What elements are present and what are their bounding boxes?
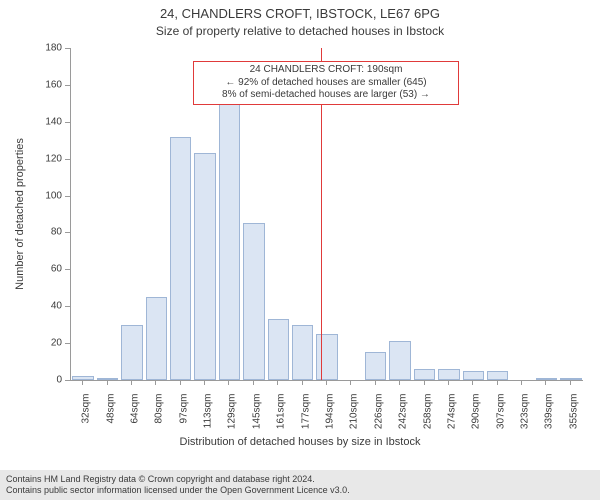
x-tick-label: 274sqm (446, 394, 457, 442)
y-tick-label: 120 (36, 153, 62, 164)
footer-line: Contains public sector information licen… (6, 485, 594, 496)
x-tick (228, 380, 229, 385)
x-tick-label: 64sqm (129, 394, 140, 442)
x-tick (350, 380, 351, 385)
histogram-bar (389, 341, 410, 380)
x-tick (131, 380, 132, 385)
x-tick (302, 380, 303, 385)
x-tick-label: 242sqm (398, 394, 409, 442)
x-tick (521, 380, 522, 385)
x-tick (448, 380, 449, 385)
x-tick (107, 380, 108, 385)
y-tick (65, 380, 70, 381)
histogram-bar (268, 319, 289, 380)
x-tick (155, 380, 156, 385)
y-tick (65, 269, 70, 270)
y-tick (65, 85, 70, 86)
histogram-bar (463, 371, 484, 380)
x-tick (570, 380, 571, 385)
x-tick (424, 380, 425, 385)
x-tick-label: 258sqm (422, 394, 433, 442)
x-tick-label: 290sqm (471, 394, 482, 442)
x-tick (180, 380, 181, 385)
y-tick-label: 20 (36, 338, 62, 349)
y-tick-label: 100 (36, 190, 62, 201)
y-axis-label: Number of detached properties (14, 138, 26, 290)
x-tick-label: 355sqm (568, 394, 579, 442)
y-tick (65, 122, 70, 123)
y-tick (65, 48, 70, 49)
x-tick-label: 210sqm (349, 394, 360, 442)
x-tick-label: 32sqm (81, 394, 92, 442)
histogram-bar (365, 352, 386, 380)
x-tick-label: 161sqm (276, 394, 287, 442)
annotation-line: 8% of semi-detached houses are larger (5… (198, 89, 454, 102)
y-tick (65, 306, 70, 307)
x-tick-label: 226sqm (373, 394, 384, 442)
annotation-line: 24 CHANDLERS CROFT: 190sqm (198, 64, 454, 77)
annotation-line: ← 92% of detached houses are smaller (64… (198, 77, 454, 90)
x-tick (545, 380, 546, 385)
histogram-bar (97, 378, 118, 380)
y-tick-label: 60 (36, 264, 62, 275)
y-tick-label: 160 (36, 79, 62, 90)
title-line-2: Size of property relative to detached ho… (0, 24, 600, 38)
x-tick (497, 380, 498, 385)
x-tick-label: 97sqm (178, 394, 189, 442)
x-tick-label: 113sqm (203, 394, 214, 442)
histogram-bar (560, 378, 581, 380)
x-tick-label: 323sqm (520, 394, 531, 442)
y-tick-label: 0 (36, 375, 62, 386)
histogram-bar (414, 369, 435, 380)
chart-container: 24, CHANDLERS CROFT, IBSTOCK, LE67 6PG S… (0, 0, 600, 500)
y-tick (65, 196, 70, 197)
histogram-bar (438, 369, 459, 380)
x-tick-label: 80sqm (154, 394, 165, 442)
y-tick (65, 343, 70, 344)
x-tick-label: 48sqm (105, 394, 116, 442)
histogram-bar (146, 297, 167, 380)
footer-line: Contains HM Land Registry data © Crown c… (6, 474, 594, 485)
histogram-bar (194, 153, 215, 380)
histogram-bar (243, 223, 264, 380)
x-tick-label: 307sqm (495, 394, 506, 442)
x-tick (204, 380, 205, 385)
x-tick (82, 380, 83, 385)
y-tick-label: 40 (36, 301, 62, 312)
x-tick (253, 380, 254, 385)
y-tick-label: 140 (36, 116, 62, 127)
x-tick-label: 129sqm (227, 394, 238, 442)
title-line-1: 24, CHANDLERS CROFT, IBSTOCK, LE67 6PG (0, 6, 600, 21)
y-tick-label: 80 (36, 227, 62, 238)
x-tick-label: 177sqm (300, 394, 311, 442)
x-tick-label: 339sqm (544, 394, 555, 442)
histogram-bar (170, 137, 191, 380)
x-tick-label: 194sqm (325, 394, 336, 442)
x-tick (472, 380, 473, 385)
histogram-bar (487, 371, 508, 380)
histogram-bar (219, 79, 240, 380)
histogram-bar (121, 325, 142, 380)
y-tick-label: 180 (36, 43, 62, 54)
y-tick (65, 159, 70, 160)
histogram-bar (316, 334, 337, 380)
x-tick (399, 380, 400, 385)
x-tick (375, 380, 376, 385)
annotation-box: 24 CHANDLERS CROFT: 190sqm← 92% of detac… (193, 61, 459, 105)
x-tick (326, 380, 327, 385)
x-tick-label: 145sqm (251, 394, 262, 442)
x-tick (277, 380, 278, 385)
histogram-bar (292, 325, 313, 380)
attribution-footer: Contains HM Land Registry data © Crown c… (0, 470, 600, 500)
y-tick (65, 232, 70, 233)
